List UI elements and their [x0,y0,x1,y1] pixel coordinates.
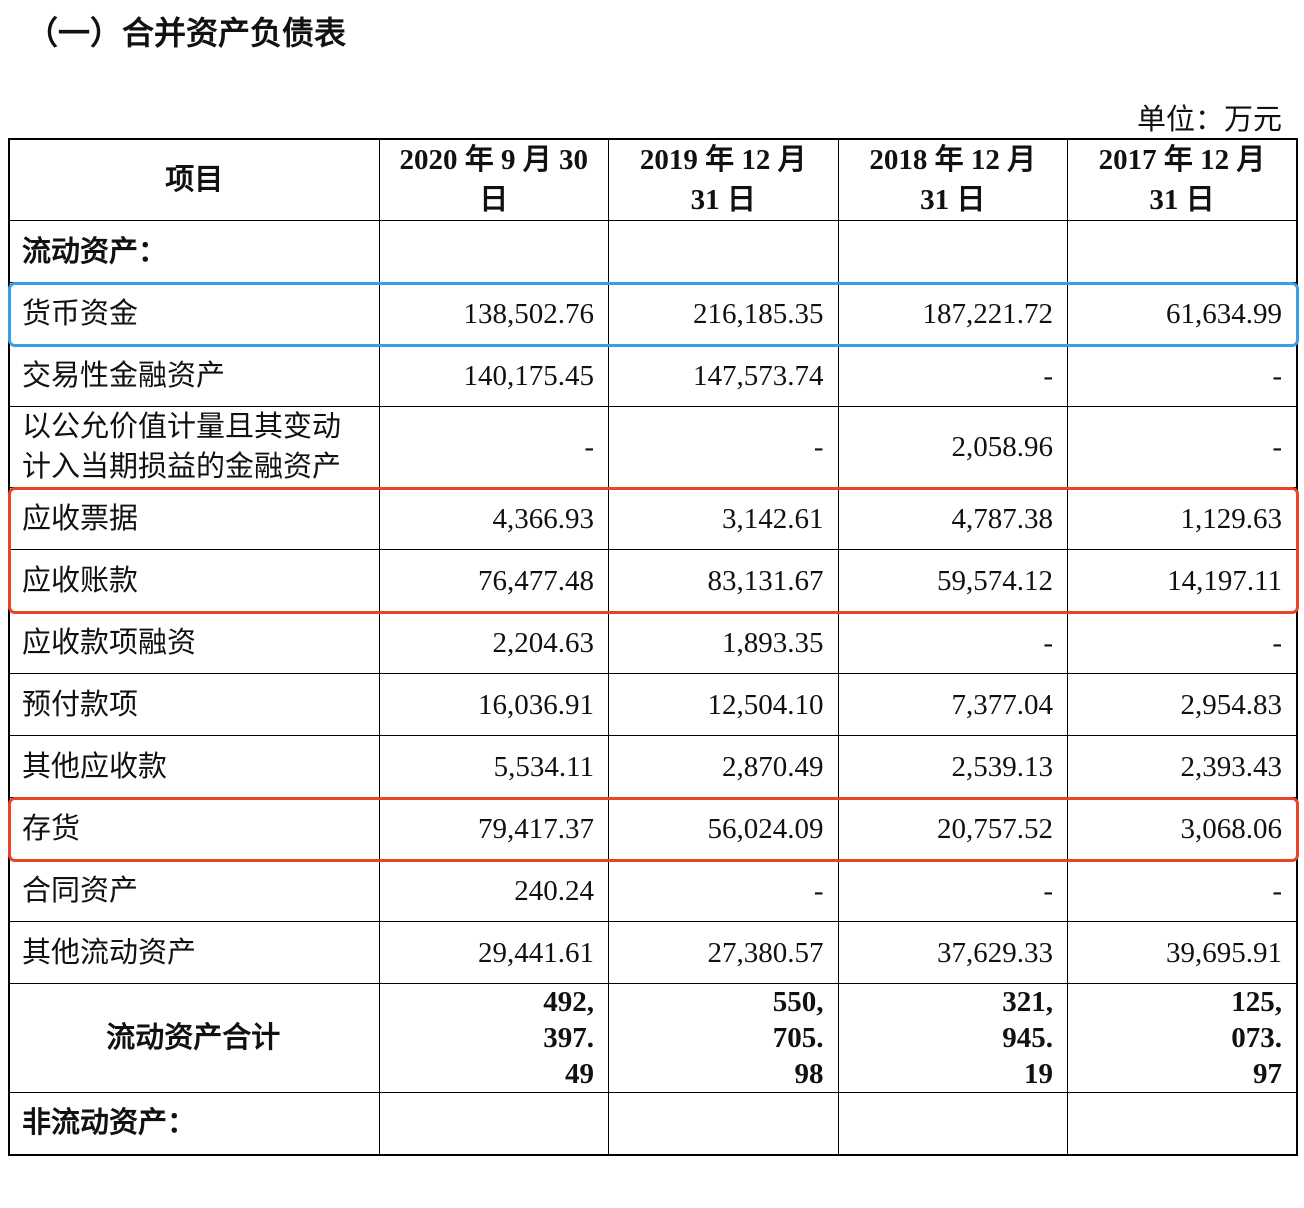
table-row: 交易性金融资产 140,175.45 147,573.74- - [8,344,1298,407]
value-cell: - [837,859,1068,922]
value-cell: 140,175.45 [378,344,609,407]
item-label: 交易性金融资产 [8,344,380,407]
value-cell: - [608,859,839,922]
value-cell: - [837,344,1068,407]
value-cell: - [1067,859,1298,922]
table-row: 流动资产合计 492,397.49 550,705.98 321,945.19 125,… [8,983,1298,1093]
total-value: 125,073.97 [1231,986,1282,1090]
item-label: 货币资金 [8,282,380,345]
balance-sheet-table: 项目 2020 年 9 月 30 日 2019 年 12 月 31 日 2018 年 … [8,138,1298,1156]
value-cell: 1,129.63 [1067,487,1298,550]
value-cell: 2,870.49 [608,735,839,798]
item-label: 应收票据 [8,487,380,550]
value-cell: 2,393.43 [1067,735,1298,798]
value-cell: - [1067,344,1298,407]
value-cell: 550,705.98 [608,983,839,1093]
table-row: 应收账款 76,477.48 83,131.67 59,574.12 14,197.11 [8,549,1298,612]
value-cell: 2,204.63 [378,611,609,674]
unit: 单位：万元 [1136,104,1282,136]
table-row: 非流动资产： [8,1092,1298,1155]
value-cell: 138,502.76 [378,282,609,345]
value-cell: 2,954.83 [1067,673,1298,736]
item-label: 应收账款 [8,549,380,612]
item-label: 其他应收款 [8,735,380,798]
value-cell: 83,131.67 [608,549,839,612]
value-cell: 56,024.09 [608,797,839,860]
value-cell: 16,036.91 [378,673,609,736]
header-row: 项目 2020 年 9 月 30 日 2019 年 12 月 31 日 2018 年 … [8,138,1298,221]
column-header: 2019 年 12 月 31 日 [608,138,839,221]
value-cell: 1,893.35 [608,611,839,674]
value-cell: 12,504.10 [608,673,839,736]
value-cell: 4,366.93 [378,487,609,550]
value-cell: 37,629.33 [837,921,1068,984]
empty-cell [378,1092,609,1155]
section-label: 非流动资产： [8,1092,380,1155]
value-cell: 61,634.99 [1067,282,1298,345]
value-cell: 29,441.61 [378,921,609,984]
item-label: 合同资产 [8,859,380,922]
value-cell: 216,185.35 [608,282,839,345]
value-cell: 3,142.61 [608,487,839,550]
value-cell: 7,377.04 [837,673,1068,736]
item-label: 预付款项 [8,673,380,736]
item-label: 其他流动资产 [8,921,380,984]
value-cell: 4,787.38 [837,487,1068,550]
title: （一）合并资产负债表 [26,14,347,52]
total-value: 492,397.49 [543,986,594,1090]
item-label: 以公允价值计量且其变动计入当期损益的金融资产 [8,406,380,488]
value-cell: 59,574.12 [837,549,1068,612]
total-value: 550,705.98 [772,986,824,1090]
value-cell: - [608,406,839,488]
column-header: 2020 年 9 月 30 日 [378,138,609,221]
value-cell: 79,417.37 [378,797,609,860]
value-cell: - [837,611,1068,674]
value-cell: 2,539.13 [837,735,1068,798]
column-header: 2017 年 12 月 31 日 [1067,138,1298,221]
value-cell: 5,534.11 [378,735,609,798]
value-cell: 321,945.19 [837,983,1068,1093]
table-row: 合同资产 240.24- - - [8,859,1298,922]
table-row: 应收票据 4,366.93 3,142.61 4,787.38 1,129.63 [8,487,1298,550]
item-label: 应收款项融资 [8,611,380,674]
empty-cell [837,220,1068,283]
empty-cell [608,220,839,283]
value-cell: 147,573.74 [608,344,839,407]
table-row: 其他应收款 5,534.11 2,870.49 2,539.13 2,393.43 [8,735,1298,798]
value-cell: 76,477.48 [378,549,609,612]
empty-cell [378,220,609,283]
empty-cell [1067,220,1298,283]
empty-cell [608,1092,839,1155]
total-value: 321,945.19 [1002,986,1053,1090]
table-row: 其他流动资产 29,441.61 27,380.57 37,629.33 39,695.… [8,921,1298,984]
column-header: 项目 [8,138,380,221]
table-row: 流动资产： [8,220,1298,283]
table-row: 货币资金 138,502.76 216,185.35 187,221.72 61,634… [8,282,1298,345]
value-cell: 125,073.97 [1067,983,1298,1093]
value-cell: 2,058.96 [837,406,1068,488]
value-cell: - [1067,406,1298,488]
total-label: 流动资产合计 [8,983,380,1093]
value-cell: 492,397.49 [378,983,609,1093]
empty-cell [837,1092,1068,1155]
value-cell: - [1067,611,1298,674]
value-cell: 240.24 [378,859,609,922]
value-cell: 187,221.72 [837,282,1068,345]
value-cell: - [378,406,609,488]
empty-cell [1067,1092,1298,1155]
table-row: 应收款项融资 2,204.63 1,893.35- - [8,611,1298,674]
table-row: 以公允价值计量且其变动计入当期损益的金融资产 - -2,058.96- [8,406,1298,488]
table-row: 预付款项 16,036.91 12,504.10 7,377.04 2,954.83 [8,673,1298,736]
column-header: 2018 年 12 月 31 日 [837,138,1068,221]
value-cell: 27,380.57 [608,921,839,984]
table-row: 存货 79,417.37 56,024.09 20,757.52 3,068.06 [8,797,1298,860]
value-cell: 39,695.91 [1067,921,1298,984]
item-label: 存货 [8,797,380,860]
value-cell: 20,757.52 [837,797,1068,860]
section-label: 流动资产： [8,220,380,283]
value-cell: 3,068.06 [1067,797,1298,860]
value-cell: 14,197.11 [1067,549,1298,612]
